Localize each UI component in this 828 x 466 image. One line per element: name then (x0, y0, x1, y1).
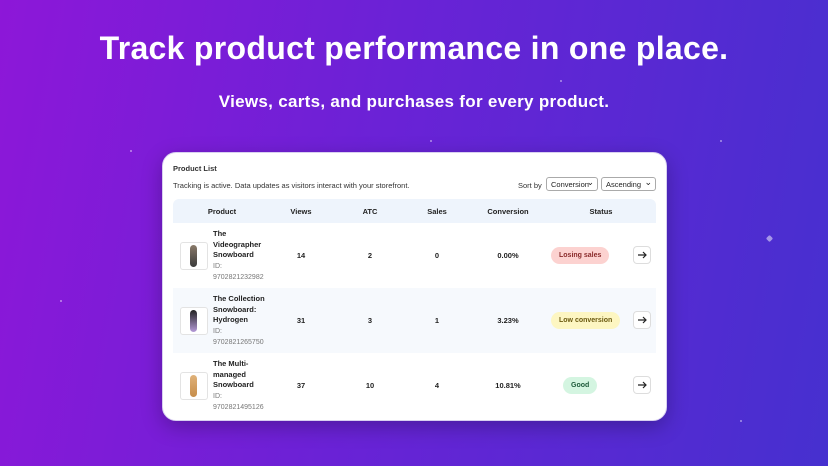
table-row[interactable]: The Collection Snowboard: Hydrogen ID: 970… (173, 288, 656, 353)
thumbnail-art (190, 375, 197, 397)
sparkle (720, 140, 722, 142)
cell-views: 37 (296, 381, 306, 390)
sparkle (740, 420, 742, 422)
arrow-icon (638, 251, 647, 259)
cell-sales: 4 (434, 381, 440, 390)
cell-views: 31 (296, 316, 306, 325)
table-header: Product Views ATC Sales Conversion Status (173, 199, 656, 223)
sparkle (430, 140, 432, 142)
product-name: The Videographer Snowboard (213, 229, 262, 259)
product-id: 9702821495126 (213, 404, 264, 411)
arrow-icon (638, 381, 647, 389)
product-id-label: ID: (213, 263, 222, 270)
tracking-status: Tracking is active. Data updates as visi… (173, 181, 410, 190)
column-header: Product (207, 207, 237, 216)
sparkle (560, 80, 562, 82)
product-id-label: ID: (213, 328, 222, 335)
product-list-card: Product List Tracking is active. Data up… (162, 152, 667, 421)
sparkle (130, 150, 132, 152)
cell-conversion: 10.81% (495, 381, 521, 390)
column-header: Status (589, 207, 613, 216)
view-product-button[interactable] (633, 246, 651, 264)
cell-views: 14 (296, 251, 306, 260)
sort-field-select[interactable]: Conversion (546, 175, 598, 191)
status-badge: Losing sales (551, 247, 610, 264)
product-id: 9702821265750 (213, 339, 264, 346)
cell-conversion: 3.23% (497, 316, 519, 325)
product-thumbnail (180, 372, 208, 400)
view-product-button[interactable] (633, 311, 651, 329)
cell-atc: 2 (367, 251, 373, 260)
product-thumbnail (180, 307, 208, 335)
product-thumbnail (180, 242, 208, 270)
sort-order-select[interactable]: Ascending (601, 175, 656, 191)
sparkle (60, 300, 62, 302)
status-badge: Low conversion (551, 312, 621, 329)
table-row[interactable]: The Videographer Snowboard ID: 97028212329… (173, 223, 656, 288)
cell-sales: 0 (434, 251, 440, 260)
product-name: The Multi-managed Snowboard (213, 359, 254, 389)
thumbnail-art (190, 245, 197, 267)
cell-atc: 10 (365, 381, 375, 390)
sort-label: Sort by (518, 181, 542, 190)
cell-conversion: 0.00% (497, 251, 519, 260)
product-name: The Collection Snowboard: Hydrogen (213, 294, 265, 324)
cell-atc: 3 (367, 316, 373, 325)
arrow-icon (638, 316, 647, 324)
subheadline: Views, carts, and purchases for every pr… (218, 92, 610, 111)
column-header: Conversion (487, 207, 529, 216)
sparkle (765, 234, 774, 243)
product-id: 9702821232982 (213, 274, 264, 281)
cell-sales: 1 (434, 316, 440, 325)
column-header: Sales (427, 207, 447, 216)
view-product-button[interactable] (633, 376, 651, 394)
table-row[interactable]: The Multi-managed Snowboard ID: 9702821495… (173, 353, 656, 418)
column-header: Views (290, 207, 312, 216)
status-badge: Good (563, 377, 598, 394)
thumbnail-art (190, 310, 197, 332)
product-id-label: ID: (213, 393, 222, 400)
column-header: ATC (362, 207, 378, 216)
headline: Track product performance in one place. (99, 30, 729, 66)
card-title: Product List (173, 164, 217, 173)
